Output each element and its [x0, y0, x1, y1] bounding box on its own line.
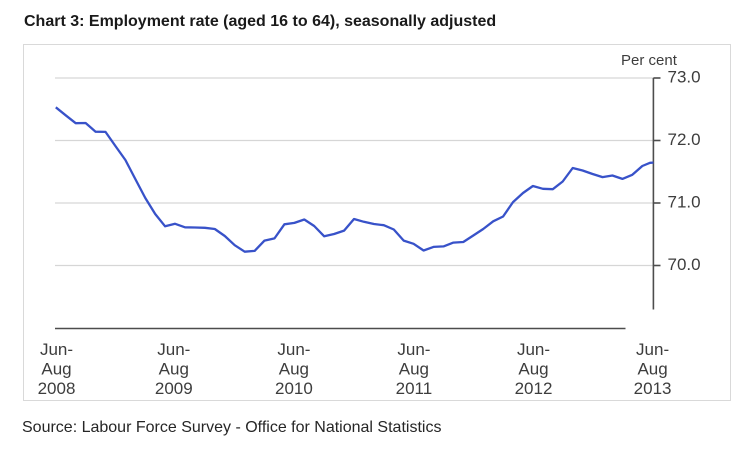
svg-text:72.0: 72.0: [668, 130, 701, 149]
svg-text:Jun-: Jun-: [277, 340, 310, 359]
svg-text:Aug: Aug: [41, 360, 71, 379]
svg-text:2009: 2009: [155, 379, 193, 398]
svg-text:71.0: 71.0: [668, 193, 701, 212]
svg-text:Aug: Aug: [637, 360, 667, 379]
svg-text:Jun-: Jun-: [397, 340, 430, 359]
svg-text:Jun-: Jun-: [40, 340, 73, 359]
svg-text:Aug: Aug: [399, 360, 429, 379]
svg-text:2012: 2012: [515, 379, 553, 398]
svg-text:Jun-: Jun-: [157, 340, 190, 359]
svg-text:2013: 2013: [634, 379, 672, 398]
svg-text:Jun-: Jun-: [517, 340, 550, 359]
svg-text:2008: 2008: [38, 379, 76, 398]
svg-text:73.0: 73.0: [668, 68, 701, 87]
svg-text:2011: 2011: [396, 379, 433, 398]
svg-text:2010: 2010: [275, 379, 313, 398]
svg-text:Aug: Aug: [518, 360, 548, 379]
svg-text:Per cent: Per cent: [621, 52, 678, 69]
svg-text:Aug: Aug: [279, 360, 309, 379]
svg-text:Aug: Aug: [159, 360, 189, 379]
svg-text:70.0: 70.0: [668, 255, 701, 274]
svg-text:Jun-: Jun-: [636, 340, 669, 359]
